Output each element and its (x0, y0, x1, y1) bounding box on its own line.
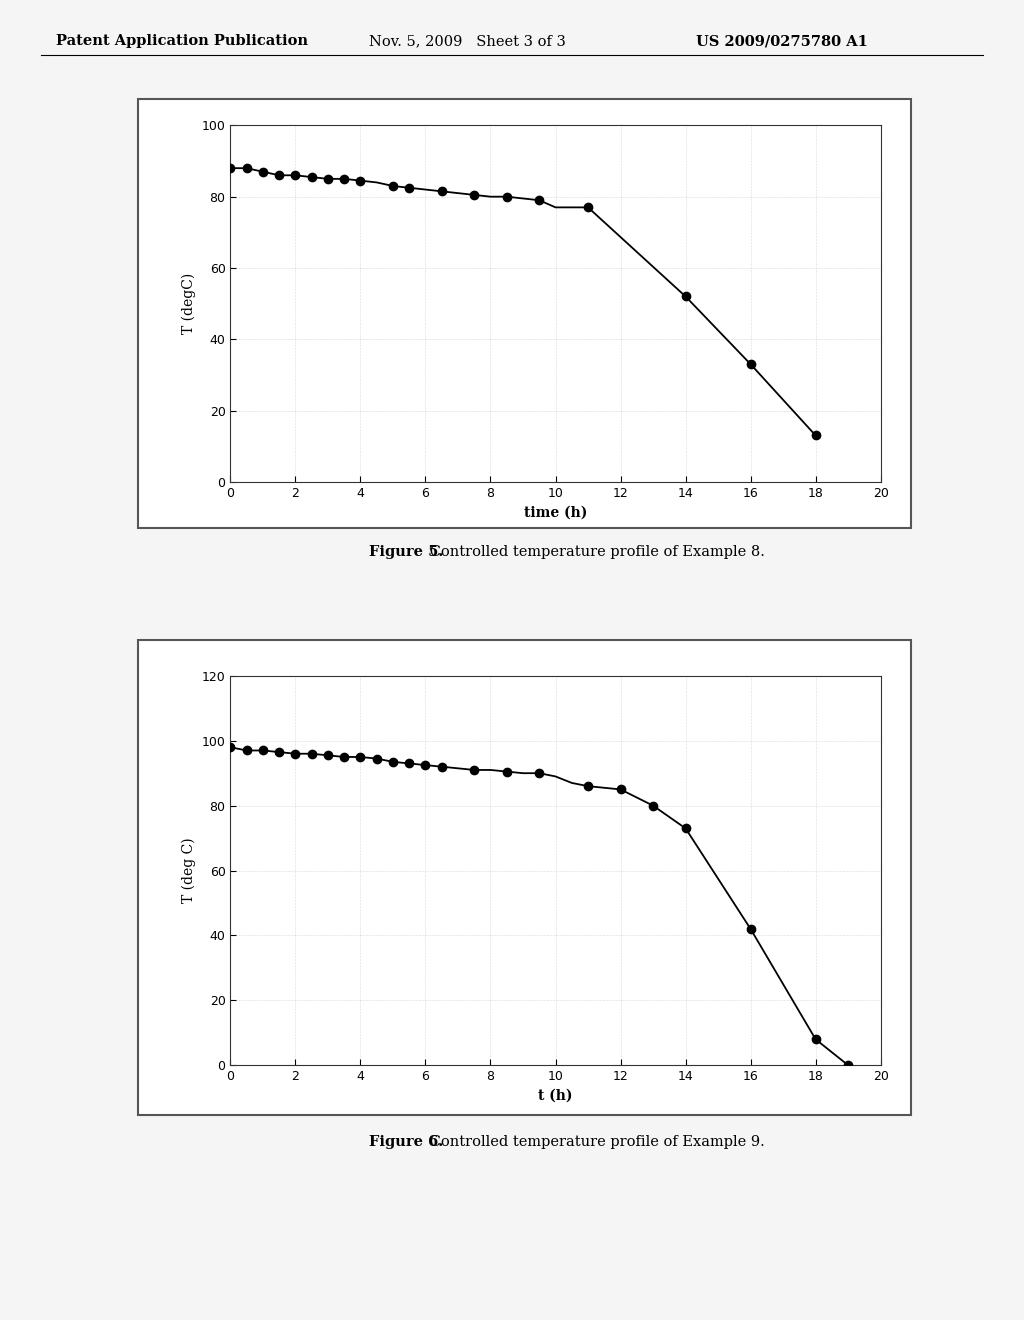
X-axis label: time (h): time (h) (524, 506, 587, 519)
Text: Controlled temperature profile of Example 9.: Controlled temperature profile of Exampl… (425, 1135, 765, 1150)
Text: Controlled temperature profile of Example 8.: Controlled temperature profile of Exampl… (425, 545, 765, 560)
Text: Figure 5.: Figure 5. (369, 545, 443, 560)
Text: Nov. 5, 2009   Sheet 3 of 3: Nov. 5, 2009 Sheet 3 of 3 (369, 34, 565, 49)
Text: US 2009/0275780 A1: US 2009/0275780 A1 (696, 34, 868, 49)
Y-axis label: T (deg C): T (deg C) (181, 838, 197, 903)
Y-axis label: T (degC): T (degC) (181, 273, 197, 334)
Text: Patent Application Publication: Patent Application Publication (56, 34, 308, 49)
X-axis label: t (h): t (h) (539, 1089, 572, 1102)
Text: Figure 6.: Figure 6. (369, 1135, 443, 1150)
